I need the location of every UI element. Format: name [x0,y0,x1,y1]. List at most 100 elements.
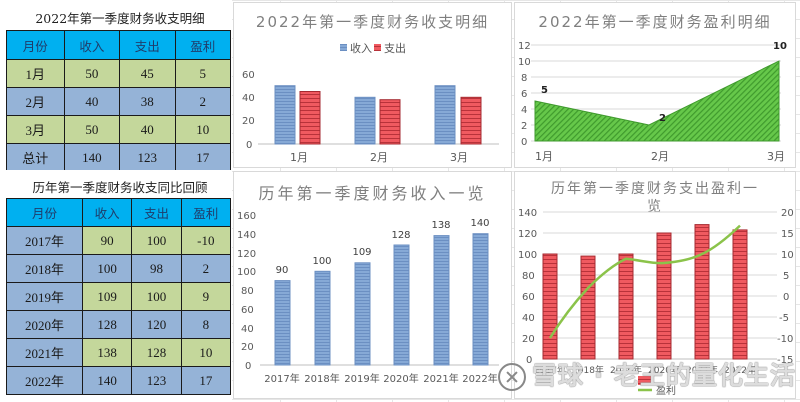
bar-income-2021[interactable] [433,235,450,366]
y-tick: 80 [522,271,535,282]
y-tick: 60 [522,292,535,303]
cell-expense[interactable]: 38 [119,87,176,116]
y-tick: 2 [521,121,527,132]
bar-expense-2017[interactable] [542,253,558,360]
cell-income[interactable]: 50 [63,115,121,144]
cell-label[interactable]: 总计 [6,143,65,172]
chart-legend: 盈利 [638,376,676,397]
cell-profit[interactable]: 10 [174,115,231,144]
cell-profit[interactable]: -10 [180,226,232,255]
cell-income[interactable]: 50 [63,59,121,88]
table1-header-profit[interactable]: 盈利 [174,30,231,60]
bar-expense-1[interactable] [299,91,321,145]
cell-expense[interactable]: 123 [131,366,182,395]
cell-expense[interactable]: 100 [131,282,182,311]
chart-canvas: 12 10 8 6 4 2 0 5 2 10 1月 2月 3月 [518,41,787,163]
table2-header-profit[interactable]: 盈利 [180,198,232,227]
cell-expense[interactable]: 98 [131,254,182,283]
cell-label[interactable]: 2021年 [6,338,83,367]
cell-income[interactable]: 128 [81,310,133,339]
cell-label[interactable]: 2月 [6,87,65,116]
bar-expense-2021[interactable] [694,224,710,360]
cell-label[interactable]: 1月 [6,59,65,88]
cell-income[interactable]: 140 [81,366,133,395]
bar-expense-2019[interactable] [618,253,634,360]
cell-expense[interactable]: 45 [119,59,176,88]
profit-area[interactable] [534,60,780,142]
y-tick: 100 [518,250,537,261]
table-row: 2月 40 38 2 [6,87,231,116]
data-label: 5 [541,85,548,96]
x-axis-labels: 2017年 2018年 2019年 2020年 2021年 2022年 [264,372,497,385]
y-tick: -15 [777,355,793,366]
cell-profit[interactable]: 17 [180,366,232,395]
bar-income-2018[interactable] [314,270,331,366]
bar-income-3[interactable] [434,85,456,145]
table-row: 2020年 128 120 8 [6,310,232,339]
cell-expense[interactable]: 100 [131,226,182,255]
data-label: 10 [773,41,787,52]
cell-income[interactable]: 109 [81,282,133,311]
cell-income[interactable]: 90 [81,226,133,255]
y-tick: 0 [521,137,527,148]
bar-expense-2[interactable] [379,99,401,145]
cell-income[interactable]: 40 [63,87,121,116]
legend-swatch-income [340,44,347,51]
table1-header-expense[interactable]: 支出 [119,30,176,60]
cell-expense[interactable]: 128 [131,338,182,367]
chart-monthly-profit[interactable]: 2022年第一季度财务盈利明细 12 10 8 6 4 2 0 5 2 10 1… [514,2,796,168]
bar-expense-3[interactable] [460,96,482,145]
bar-income-2017[interactable] [274,280,291,366]
bar-income-1[interactable] [274,85,296,145]
cell-income[interactable]: 138 [81,338,133,367]
table2-header-month[interactable]: 月份 [6,198,83,227]
chart-yearly-income[interactable]: 历年第一季度财务收入一览 160 140 120 100 80 60 40 20… [233,171,512,399]
table2-header-expense[interactable]: 支出 [131,198,182,227]
cell-expense[interactable]: 40 [119,115,176,144]
table1-header-month[interactable]: 月份 [6,30,65,60]
chart-yearly-expense-profit[interactable]: 历年第一季度财务支出盈利一 览 140 120 100 80 60 40 20 … [514,171,796,399]
table-row: 3月 50 40 10 [6,115,231,144]
chart-monthly-income-expense[interactable]: 2022年第一季度财务收支明细 收入 支出 60 40 20 [233,2,512,168]
cell-profit[interactable]: 9 [180,282,232,311]
chart-canvas: 140 120 100 80 60 40 20 0 20 15 10 5 0 -… [518,208,794,397]
cell-income[interactable]: 140 [63,143,121,172]
cell-expense[interactable]: 123 [119,143,176,172]
cell-label[interactable]: 2019年 [6,282,83,311]
table-row: 1月 50 45 5 [6,59,231,88]
y-tick: 20 [242,116,255,127]
cell-profit[interactable]: 2 [174,87,231,116]
bar-expense-2018[interactable] [580,255,596,360]
profit-line[interactable] [548,224,741,339]
x-tick: 2月 [651,150,669,163]
y-tick: 20 [241,342,254,353]
cell-income[interactable]: 100 [81,254,133,283]
cell-label[interactable]: 3月 [6,115,65,144]
y-tick: 160 [237,211,256,222]
snowball-logo-icon [498,363,526,391]
bar-income-2[interactable] [354,96,376,145]
cell-label[interactable]: 2022年 [6,366,83,395]
cell-label[interactable]: 2018年 [6,254,83,283]
cell-profit[interactable]: 17 [174,143,231,172]
y-tick: 60 [242,70,255,81]
bar-income-2019[interactable] [354,262,371,366]
x-tick: 2022年 [462,372,497,385]
cell-profit[interactable]: 10 [180,338,232,367]
watermark-text: 雪球 · 老王的量化生活 [532,361,796,390]
y-tick: 100 [237,267,256,278]
table2-header-income[interactable]: 收入 [81,198,133,227]
cell-expense[interactable]: 120 [131,310,182,339]
bar-income-2022[interactable] [472,233,489,366]
cell-label[interactable]: 2020年 [6,310,83,339]
x-tick: 2019年 [344,372,379,385]
bar-income-2020[interactable] [393,244,410,366]
table1-header-income[interactable]: 收入 [63,30,121,60]
cell-profit[interactable]: 5 [174,59,231,88]
y-tick: 40 [522,313,535,324]
bar-expense-2022[interactable] [732,229,748,360]
bar-expense-2020[interactable] [656,232,672,360]
cell-profit[interactable]: 2 [180,254,232,283]
cell-label[interactable]: 2017年 [6,226,83,255]
cell-profit[interactable]: 8 [180,310,232,339]
